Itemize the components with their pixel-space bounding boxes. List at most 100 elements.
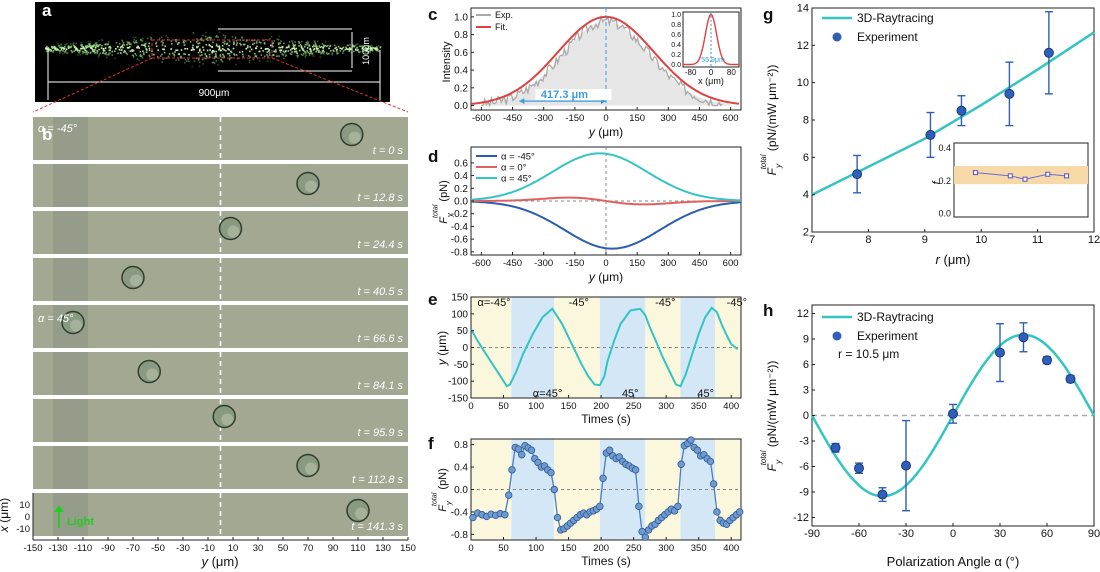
beam-speckle bbox=[91, 45, 94, 47]
y-tick-label: 10 bbox=[797, 77, 809, 89]
beam-speckle bbox=[249, 50, 251, 53]
x-tick-label: -450 bbox=[503, 113, 522, 124]
beam-speckle bbox=[269, 60, 272, 63]
beam-speckle bbox=[315, 45, 317, 47]
beam-speckle bbox=[199, 48, 201, 51]
data-point bbox=[550, 485, 558, 494]
beam-speckle bbox=[284, 55, 287, 57]
beam-speckle bbox=[184, 53, 186, 55]
unit: (μm) bbox=[595, 125, 623, 139]
beam-speckle bbox=[193, 49, 195, 51]
beam-speckle bbox=[188, 60, 190, 63]
beam-speckle bbox=[155, 42, 157, 45]
inset-fit bbox=[683, 13, 739, 66]
beam-speckle bbox=[231, 36, 234, 38]
beam-speckle bbox=[61, 46, 64, 49]
beam-speckle bbox=[307, 42, 309, 45]
x-tick-label: -150 bbox=[565, 258, 584, 269]
beam-speckle bbox=[373, 47, 376, 50]
beam-speckle bbox=[145, 48, 148, 50]
x-tick-label: 300 bbox=[658, 401, 674, 412]
beam-speckle bbox=[374, 48, 377, 50]
beam-speckle bbox=[175, 59, 177, 62]
data-point bbox=[948, 408, 958, 419]
beam-speckle bbox=[329, 44, 332, 47]
beam-speckle bbox=[141, 55, 143, 57]
data-point bbox=[706, 457, 715, 466]
legend-label: α = 0° bbox=[501, 163, 527, 174]
legend-label: α = -45° bbox=[501, 152, 535, 163]
y-tick-label: 0.4 bbox=[454, 171, 468, 182]
unit: (pN) bbox=[437, 468, 449, 492]
beam-speckle bbox=[180, 49, 183, 51]
beam-speckle bbox=[200, 37, 203, 40]
beam-speckle bbox=[48, 49, 51, 51]
beam-speckle bbox=[196, 40, 199, 42]
beam-speckle bbox=[162, 42, 164, 44]
beam-speckle bbox=[241, 51, 244, 53]
beam-speckle bbox=[335, 46, 338, 49]
y-axis-label: Fytotal (pN) bbox=[431, 468, 453, 512]
beam-speckle bbox=[128, 41, 131, 44]
beam-speckle bbox=[351, 43, 354, 46]
beam-speckle bbox=[147, 45, 150, 47]
beam-speckle bbox=[192, 32, 195, 34]
legend-label: 3D-Raytracing bbox=[857, 11, 934, 25]
inset-annotation: 55.9μm bbox=[701, 57, 725, 64]
y-axis-label: y (μm) bbox=[435, 331, 449, 366]
x-tick-label: 11 bbox=[1032, 234, 1043, 246]
beam-speckle bbox=[103, 50, 106, 52]
beam-speckle bbox=[331, 53, 333, 56]
beam-speckle bbox=[60, 44, 63, 46]
data-point bbox=[674, 502, 682, 511]
beam-speckle bbox=[68, 47, 70, 50]
x-tick-label: 100 bbox=[528, 401, 544, 412]
beam-speckle bbox=[323, 51, 325, 53]
beam-speckle bbox=[313, 48, 316, 50]
beam-speckle bbox=[282, 54, 284, 56]
panel-label: e bbox=[428, 290, 437, 309]
beam-speckle bbox=[145, 51, 148, 53]
beam-speckle bbox=[277, 43, 280, 46]
light-label: Light bbox=[67, 516, 94, 528]
beam-speckle bbox=[325, 45, 328, 48]
y-axis-label: Fytotal (pN/(mW μm⁻²)) bbox=[759, 65, 783, 176]
beam-speckle bbox=[213, 62, 216, 65]
x-tick-label: 90 bbox=[1088, 528, 1100, 540]
panel-label: f bbox=[428, 434, 434, 453]
beam-speckle bbox=[218, 45, 221, 47]
beam-speckle bbox=[86, 46, 89, 48]
beam-speckle bbox=[362, 46, 364, 49]
beam-speckle bbox=[209, 39, 212, 41]
beam-speckle bbox=[205, 44, 208, 46]
beam-speckle bbox=[346, 48, 348, 50]
beam-speckle bbox=[285, 46, 288, 49]
beam-speckle bbox=[300, 53, 303, 56]
beam-speckle bbox=[364, 51, 367, 53]
beam-speckle bbox=[150, 38, 152, 41]
beam-speckle bbox=[142, 44, 145, 47]
beam-speckle bbox=[85, 53, 87, 55]
data-point bbox=[599, 474, 607, 482]
beam-speckle bbox=[215, 44, 218, 47]
beam-speckle bbox=[197, 42, 199, 45]
beam-speckle bbox=[122, 46, 124, 49]
sub: y bbox=[445, 212, 454, 218]
data-point bbox=[631, 466, 640, 474]
beam-speckle bbox=[339, 47, 341, 50]
x-tick-label: 50 bbox=[278, 543, 289, 554]
beam-speckle bbox=[280, 49, 283, 51]
beam-speckle bbox=[242, 55, 245, 58]
series-fit bbox=[470, 15, 739, 105]
beam-speckle bbox=[364, 49, 367, 52]
x-tick-label: -600 bbox=[472, 258, 491, 269]
beam-speckle bbox=[258, 60, 261, 62]
beam-speckle bbox=[278, 55, 280, 57]
beam-speckle bbox=[355, 49, 357, 52]
beam-speckle bbox=[228, 40, 231, 43]
beam-speckle bbox=[376, 45, 378, 48]
beam-speckle bbox=[155, 45, 158, 47]
beam-speckle bbox=[260, 42, 262, 44]
y-tick-label: 0 bbox=[462, 343, 468, 354]
beam-speckle bbox=[300, 40, 303, 43]
